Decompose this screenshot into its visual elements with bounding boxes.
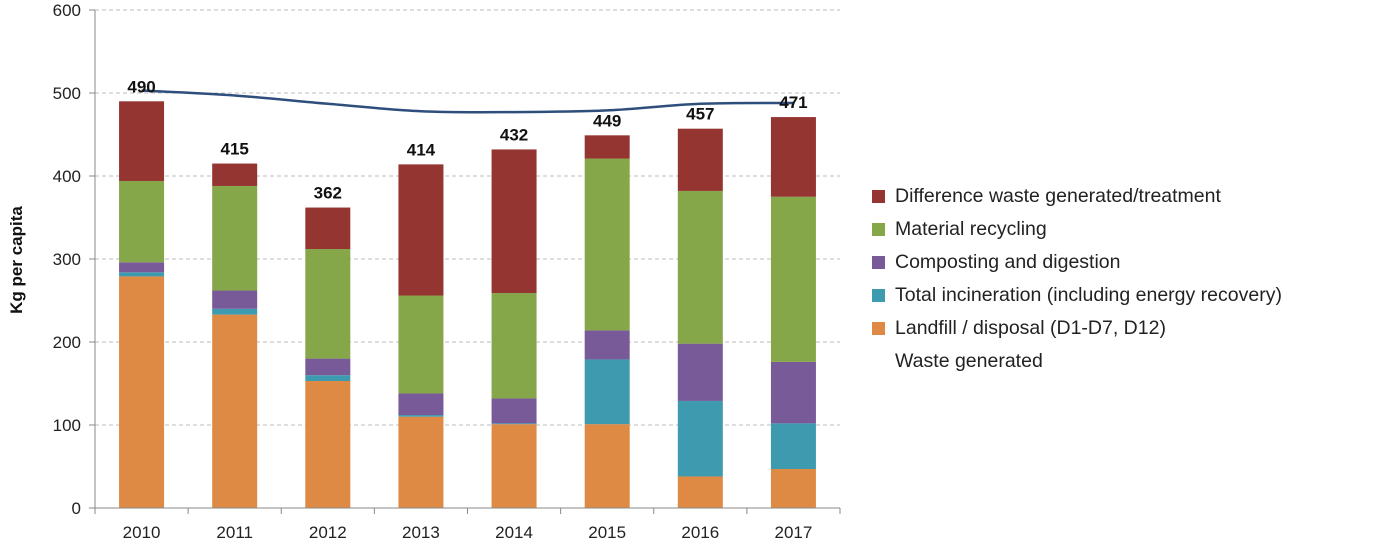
legend-item-total-incineration-including-energy-recovery: Total incineration (including energy rec… [872, 279, 1282, 312]
axes [89, 9, 841, 514]
y-axis-label: Kg per capita [7, 206, 26, 314]
total-label-2011: 415 [221, 140, 249, 159]
legend-label-composting-and-digestion: Composting and digestion [895, 251, 1121, 273]
bar-segment-total-incineration-including-energy-recovery-2017 [770, 423, 816, 469]
bar-segment-composting-and-digestion-2014 [491, 398, 537, 424]
bar-segment-material-recycling-2011 [212, 185, 258, 291]
bar-segment-material-recycling-2016 [677, 190, 723, 344]
total-label-2016: 457 [686, 105, 714, 124]
bar-segment-total-incineration-including-energy-recovery-2012 [305, 375, 351, 382]
grid-lines [95, 9, 840, 426]
legend-label-waste-generated: Waste generated [895, 350, 1043, 372]
bar-segment-difference-waste-generated-treatment-2010 [119, 101, 165, 181]
bar-segment-composting-and-digestion-2016 [677, 343, 723, 401]
bar-segment-total-incineration-including-energy-recovery-2011 [212, 308, 258, 315]
y-tick-label: 600 [53, 1, 81, 20]
y-tick-label: 100 [53, 416, 81, 435]
bar-segment-difference-waste-generated-treatment-2014 [491, 149, 537, 294]
legend-swatch-total-incineration-including-energy-recovery [872, 289, 885, 302]
legend-item-composting-and-digestion: Composting and digestion [872, 246, 1282, 279]
bar-segment-landfill-disposal-d1-d7-d12-2013 [398, 416, 444, 508]
legend-swatch-difference-waste-generated-treatment [872, 190, 885, 203]
total-label-2013: 414 [407, 140, 436, 159]
bar-segment-material-recycling-2013 [398, 295, 444, 394]
x-tick-label-2010: 2010 [123, 523, 161, 542]
bar-segment-total-incineration-including-energy-recovery-2010 [119, 272, 165, 277]
bar-segment-landfill-disposal-d1-d7-d12-2012 [305, 381, 351, 508]
legend-swatch-material-recycling [872, 223, 885, 236]
bar-segment-landfill-disposal-d1-d7-d12-2016 [677, 476, 723, 508]
bar-segment-composting-and-digestion-2013 [398, 393, 444, 416]
bar-segment-landfill-disposal-d1-d7-d12-2010 [119, 276, 165, 508]
waste-generated-line-path [141, 89, 794, 114]
bar-segment-composting-and-digestion-2011 [212, 290, 258, 309]
y-tick-label: 500 [53, 84, 81, 103]
x-tick-label-2017: 2017 [775, 523, 813, 542]
bar-segment-material-recycling-2010 [119, 180, 165, 263]
bar-segment-total-incineration-including-energy-recovery-2014 [491, 423, 537, 425]
bar-segment-material-recycling-2017 [770, 196, 816, 362]
x-tick-label-2015: 2015 [588, 523, 626, 542]
x-tick-label-2011: 2011 [216, 523, 253, 542]
bar-segment-material-recycling-2014 [491, 293, 537, 399]
legend-swatch-composting-and-digestion [872, 256, 885, 269]
bar-segment-material-recycling-2015 [584, 158, 630, 331]
x-tick-label-2016: 2016 [681, 523, 719, 542]
bar-segment-difference-waste-generated-treatment-2015 [584, 135, 630, 159]
bar-segment-total-incineration-including-energy-recovery-2015 [584, 359, 630, 425]
y-tick-label: 400 [53, 167, 81, 186]
x-tick-label-2013: 2013 [402, 523, 440, 542]
total-label-2014: 432 [500, 125, 528, 144]
total-label-2015: 449 [593, 111, 621, 130]
legend: Difference waste generated/treatment Mate… [872, 180, 1282, 378]
legend-item-material-recycling: Material recycling [872, 213, 1282, 246]
legend-item-landfill-disposal-d1-d7-d12: Landfill / disposal (D1-D7, D12) [872, 312, 1282, 345]
bars [119, 101, 816, 508]
legend-item-difference-waste-generated-treatment: Difference waste generated/treatment [872, 180, 1282, 213]
legend-label-landfill-disposal-d1-d7-d12: Landfill / disposal (D1-D7, D12) [895, 317, 1166, 339]
y-tick-label: 0 [72, 499, 81, 518]
bar-segment-landfill-disposal-d1-d7-d12-2017 [770, 468, 816, 508]
bar-segment-landfill-disposal-d1-d7-d12-2015 [584, 424, 630, 508]
bar-segment-composting-and-digestion-2017 [770, 361, 816, 424]
bar-segment-difference-waste-generated-treatment-2013 [398, 164, 444, 296]
bar-segment-difference-waste-generated-treatment-2016 [677, 128, 723, 191]
bar-segment-composting-and-digestion-2010 [119, 262, 165, 273]
legend-label-difference-waste-generated-treatment: Difference waste generated/treatment [895, 185, 1221, 207]
bar-segment-total-incineration-including-energy-recovery-2016 [677, 400, 723, 477]
total-label-2010: 490 [127, 77, 155, 96]
labels: 0 100 200 300 400 500 600 490 2010 415 2011 362 2012… [53, 1, 813, 542]
bar-segment-landfill-disposal-d1-d7-d12-2011 [212, 314, 258, 508]
legend-swatch-landfill-disposal-d1-d7-d12 [872, 322, 885, 335]
legend-swatch-waste-generated [872, 355, 885, 368]
legend-label-material-recycling: Material recycling [895, 218, 1047, 240]
y-tick-label: 200 [53, 333, 81, 352]
legend-label-total-incineration-including-energy-recovery: Total incineration (including energy rec… [895, 284, 1282, 306]
bar-segment-composting-and-digestion-2012 [305, 358, 351, 376]
total-label-2012: 362 [314, 184, 342, 203]
x-tick-label-2012: 2012 [309, 523, 347, 542]
bar-segment-material-recycling-2012 [305, 249, 351, 359]
y-tick-label: 300 [53, 250, 81, 269]
bar-segment-landfill-disposal-d1-d7-d12-2014 [491, 424, 537, 508]
bar-segment-composting-and-digestion-2015 [584, 330, 630, 360]
bar-segment-difference-waste-generated-treatment-2012 [305, 207, 351, 250]
total-label-2017: 471 [779, 93, 807, 112]
waste-generated-line [141, 89, 794, 114]
bar-segment-total-incineration-including-energy-recovery-2013 [398, 415, 444, 417]
x-tick-label-2014: 2014 [495, 523, 533, 542]
bar-segment-difference-waste-generated-treatment-2017 [770, 117, 816, 197]
legend-item-waste-generated: Waste generated [872, 345, 1282, 378]
bar-segment-difference-waste-generated-treatment-2011 [212, 163, 258, 186]
